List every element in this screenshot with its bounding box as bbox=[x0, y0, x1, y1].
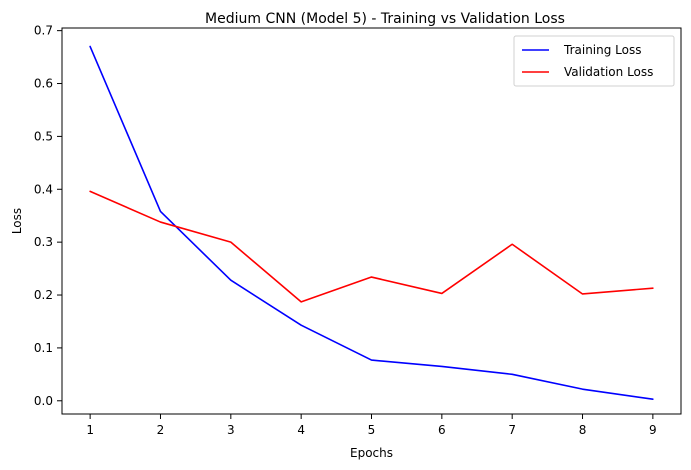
legend: Training Loss Validation Loss bbox=[513, 35, 675, 87]
x-tick-label: 9 bbox=[649, 423, 657, 437]
legend-label-training-loss: Training Loss bbox=[563, 43, 641, 57]
y-tick-label: 0.2 bbox=[34, 288, 53, 302]
x-tick-label: 8 bbox=[579, 423, 587, 437]
x-tick-label: 6 bbox=[438, 423, 446, 437]
y-axis: 0.0 0.1 0.2 0.3 0.4 0.5 0.6 0.7 bbox=[34, 24, 62, 408]
x-axis-label: Epochs bbox=[350, 446, 393, 460]
y-tick-label: 0.5 bbox=[34, 129, 53, 143]
x-tick-label: 2 bbox=[157, 423, 165, 437]
y-tick-label: 0.0 bbox=[34, 394, 53, 408]
y-tick-label: 0.7 bbox=[34, 24, 53, 38]
legend-label-validation-loss: Validation Loss bbox=[564, 65, 653, 79]
x-tick-label: 5 bbox=[368, 423, 376, 437]
chart-title: Medium CNN (Model 5) - Training vs Valid… bbox=[205, 11, 565, 27]
x-tick-label: 4 bbox=[297, 423, 305, 437]
x-tick-label: 7 bbox=[508, 423, 516, 437]
y-axis-label: Loss bbox=[10, 208, 24, 234]
x-tick-label: 3 bbox=[227, 423, 235, 437]
x-axis: 1 2 3 4 5 6 7 8 9 bbox=[86, 414, 657, 437]
legend-box bbox=[513, 35, 675, 87]
y-tick-label: 0.3 bbox=[34, 235, 53, 249]
series-layer bbox=[89, 45, 654, 400]
y-tick-label: 0.1 bbox=[34, 341, 53, 355]
y-tick-label: 0.4 bbox=[34, 182, 53, 196]
y-tick-label: 0.6 bbox=[34, 77, 53, 91]
x-tick-label: 1 bbox=[86, 423, 94, 437]
